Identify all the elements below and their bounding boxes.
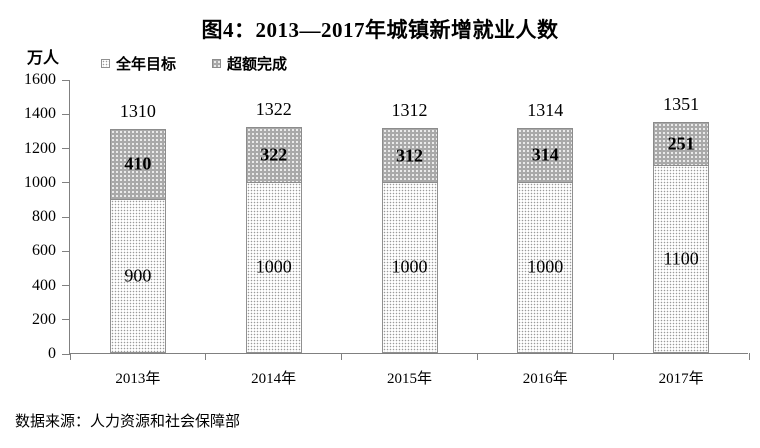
bar-value-target: 1000 <box>527 256 564 277</box>
y-axis-tick-label: 200 <box>32 310 56 328</box>
y-axis-tick <box>62 353 70 355</box>
y-axis-tick <box>62 250 70 252</box>
bar-value-target: 1100 <box>663 248 699 269</box>
legend: 全年目标 超额完成 <box>101 53 287 74</box>
bar-segment-target: 1000 <box>517 181 574 353</box>
bar-value-over: 314 <box>531 144 559 165</box>
x-axis-tick <box>69 353 71 360</box>
x-axis-tick <box>476 353 478 360</box>
bar-total-label: 1351 <box>663 93 700 114</box>
y-axis-tick <box>62 285 70 286</box>
legend-swatch-over-icon <box>212 59 222 68</box>
y-axis-tick-label: 1400 <box>24 105 56 123</box>
plot-area: 0 200 400 600 800 1000 1200 1400 1600 900 410 1310 2… <box>24 71 750 387</box>
y-axis-tick <box>62 182 70 184</box>
x-axis-tick <box>612 353 614 360</box>
bar-total-label: 1310 <box>119 100 156 121</box>
bar-value-over: 410 <box>124 153 152 174</box>
bar-segment-target: 1100 <box>653 164 710 353</box>
bar-segment-target: 1000 <box>245 181 302 353</box>
bar-value-over: 312 <box>396 145 423 166</box>
bar-total-label: 1312 <box>391 100 428 121</box>
bar-value-target: 900 <box>124 265 152 286</box>
y-axis-unit-label: 万人 <box>27 50 60 67</box>
y-axis-tick-label: 0 <box>48 345 56 362</box>
bar-segment-over: 251 <box>653 121 710 166</box>
x-axis-tick <box>205 353 207 360</box>
x-axis-tick <box>748 353 750 360</box>
x-axis-category-label: 2017年 <box>658 371 704 387</box>
legend-swatch-target-icon <box>101 59 110 68</box>
bar-total-label: 1322 <box>255 98 292 119</box>
bar-total-label: 1314 <box>527 99 564 120</box>
x-axis-category-label: 2015年 <box>386 371 432 387</box>
y-axis-tick <box>62 319 70 321</box>
y-axis-tick <box>62 216 70 218</box>
x-axis-tick <box>341 353 343 360</box>
legend-item-over: 超额完成 <box>212 53 287 74</box>
y-axis-tick-label: 1000 <box>24 173 56 191</box>
bar-value-over: 251 <box>667 133 695 154</box>
x-axis-category-label: 2016年 <box>522 371 568 387</box>
bar-segment-over: 410 <box>109 128 166 200</box>
legend-label-target: 全年目标 <box>116 56 177 73</box>
y-axis-tick-label: 800 <box>32 208 56 225</box>
y-axis-tick-label: 600 <box>32 242 56 260</box>
x-axis-category-label: 2014年 <box>251 371 297 387</box>
bar-segment-over: 312 <box>381 128 438 183</box>
legend-item-target: 全年目标 <box>101 53 176 74</box>
bar-segment-target: 1000 <box>381 181 438 353</box>
source-note: 数据来源：人力资源和社会保障部 <box>15 413 241 430</box>
bar-segment-over: 314 <box>517 127 574 183</box>
chart-title: 图4：2013—2017年城镇新增就业人数 <box>201 18 559 42</box>
y-axis-tick-label: 400 <box>32 276 56 294</box>
bar-value-target: 1000 <box>255 256 292 277</box>
y-axis-tick <box>62 148 70 149</box>
y-axis-tick <box>62 113 70 115</box>
y-axis-tick-label: 1600 <box>24 71 56 88</box>
bar-value-target: 1000 <box>391 256 428 277</box>
bar-segment-target: 900 <box>109 198 166 353</box>
bar-value-over: 322 <box>260 144 288 165</box>
bar-segment-over: 322 <box>245 126 302 183</box>
y-axis-tick-label: 1200 <box>24 139 56 157</box>
y-axis-tick <box>62 79 70 81</box>
x-axis-category-label: 2013年 <box>115 371 161 387</box>
legend-label-over: 超额完成 <box>227 56 288 73</box>
